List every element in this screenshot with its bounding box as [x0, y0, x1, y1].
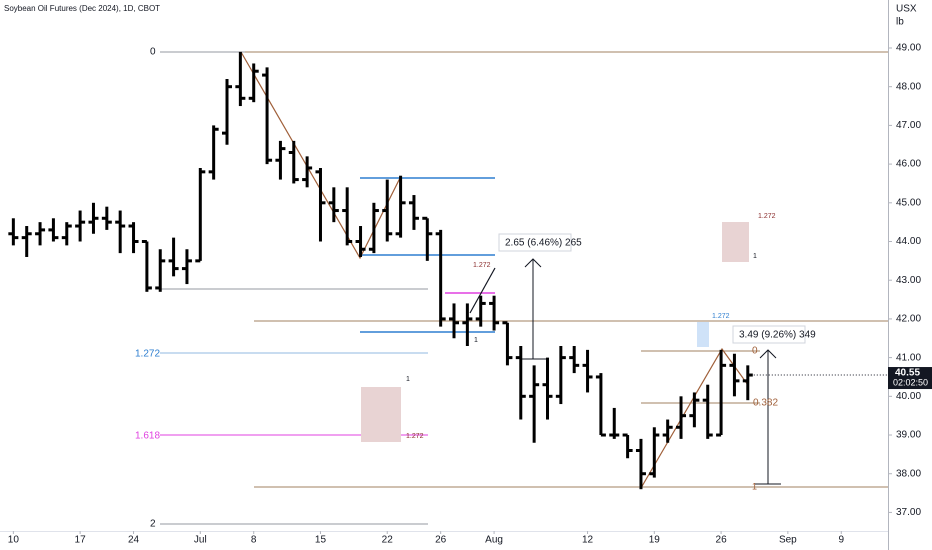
annotation: 3.49 (9.26%) 349	[739, 330, 816, 341]
chart-title: Soybean Oil Futures (Dec 2024), 1D, CBOT	[4, 4, 160, 13]
y-tick-label: 49.00	[896, 43, 921, 54]
y-tick-label: 46.00	[896, 159, 921, 170]
y-tick-label: 42.00	[896, 314, 921, 325]
x-tick-label: 19	[649, 535, 661, 546]
annotation: 1	[753, 253, 757, 260]
annotation: 2	[150, 519, 156, 530]
y-tick-label: 37.00	[896, 507, 921, 518]
x-tick-label: 26	[716, 535, 728, 546]
annotation: 0.382	[753, 398, 778, 409]
annotation: 1	[752, 481, 757, 491]
price-tag-value: 40.55	[895, 368, 920, 379]
y-tick-label: 43.00	[896, 275, 921, 286]
range-box	[722, 222, 749, 262]
y-tick-label: 41.00	[896, 352, 921, 363]
y-tick-label: 45.00	[896, 197, 921, 208]
x-tick-label: 12	[582, 535, 594, 546]
trend-line	[469, 267, 496, 314]
annotation: 1.618	[135, 431, 160, 442]
annotation: 1	[406, 376, 410, 383]
price-tag	[888, 367, 932, 390]
x-tick-label: Sep	[779, 535, 797, 546]
annotation: 1.272	[758, 213, 776, 220]
annotation: 1.272	[712, 313, 730, 320]
y-tick-label: 44.00	[896, 236, 921, 247]
annotation: 1.272	[406, 433, 424, 440]
unit-label: lb	[896, 17, 904, 28]
unit-label: USX	[896, 4, 917, 15]
annotation: 2.65 (6.46%) 265	[505, 238, 582, 249]
x-tick-label: 15	[315, 535, 327, 546]
annotation: 1.272	[473, 262, 491, 269]
y-tick-label: 48.00	[896, 81, 921, 92]
x-tick-label: 17	[75, 535, 87, 546]
x-tick-label: 26	[435, 535, 447, 546]
annotation: 1	[474, 337, 478, 344]
price-tag-countdown: 02:02:50	[893, 377, 928, 387]
x-tick-label: 10	[8, 535, 20, 546]
x-tick-label: Aug	[485, 535, 503, 546]
y-tick-label: 47.00	[896, 120, 921, 131]
arrow-head	[524, 258, 542, 268]
x-tick-label: 9	[838, 535, 844, 546]
range-box	[697, 322, 709, 347]
y-tick-label: 40.00	[896, 391, 921, 402]
drawings	[160, 51, 888, 525]
x-tick-label: 8	[251, 535, 257, 546]
x-tick-label: 24	[128, 535, 140, 546]
annotation: 0	[150, 47, 156, 58]
y-tick-label: 38.00	[896, 468, 921, 479]
bars	[8, 51, 753, 490]
x-tick-label: Jul	[194, 535, 207, 546]
range-box	[361, 387, 401, 442]
measure-box	[498, 233, 572, 252]
annotation: 0	[752, 346, 758, 357]
annotation: 1.272	[135, 349, 160, 360]
y-tick-label: 39.00	[896, 430, 921, 441]
x-tick-label: 22	[382, 535, 394, 546]
arrow-head	[759, 349, 777, 359]
measure-box	[732, 325, 806, 344]
